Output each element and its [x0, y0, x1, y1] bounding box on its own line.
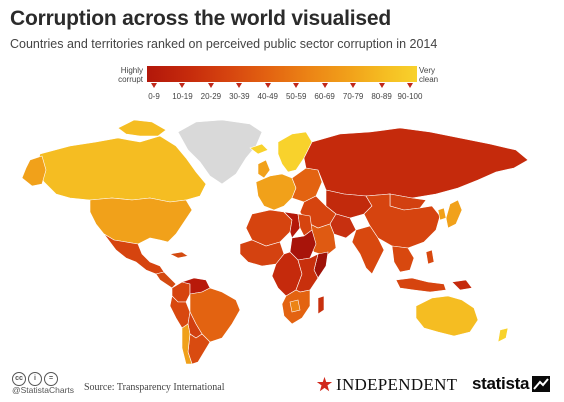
legend-tick — [293, 83, 300, 88]
footer: cc i = @StatistaCharts Source: Transparenc… — [0, 363, 564, 402]
region-russia — [303, 127, 529, 199]
legend-range-70-79: 70-79 — [342, 92, 364, 101]
legend-tick — [350, 83, 357, 88]
legend-ticks — [147, 83, 417, 89]
world-map — [21, 119, 529, 364]
region-japan — [445, 199, 463, 229]
color-legend: Highly corrupt Very clean 0-9 10-19 20-29 3… — [116, 62, 456, 106]
region-central-america — [155, 271, 177, 289]
region-canada — [35, 135, 207, 203]
region-western-europe — [255, 173, 297, 211]
legend-gradient-bar — [147, 66, 417, 82]
legend-tick — [207, 83, 214, 88]
region-korea — [437, 207, 447, 221]
legend-range-10-19: 10-19 — [172, 92, 193, 101]
region-iceland — [249, 143, 269, 155]
region-north-africa — [245, 209, 293, 247]
region-chile — [181, 323, 193, 364]
legend-tick — [179, 83, 186, 88]
no-derivatives-icon: = — [44, 372, 58, 386]
independent-eagle-icon — [316, 376, 333, 392]
chart-title: Corruption across the world visualised — [10, 7, 391, 30]
legend-high-label: Very clean — [419, 66, 439, 84]
region-canada-islands — [117, 119, 167, 137]
legend-range-20-29: 20-29 — [200, 92, 222, 101]
region-greenland — [177, 119, 263, 185]
license-icons: cc i = — [12, 367, 60, 386]
legend-range-0-9: 0-9 — [148, 92, 160, 101]
source-note: Source: Transparency International — [84, 382, 225, 393]
region-eastern-europe — [291, 167, 323, 203]
partner-logo-text: INDEPENDENT — [336, 375, 458, 394]
region-argentina — [187, 333, 211, 364]
attribution-icon: i — [28, 372, 42, 386]
legend-range-90-100: 90-100 — [397, 92, 423, 101]
legend-tick — [321, 83, 328, 88]
legend-tick — [236, 83, 243, 88]
region-united-states — [89, 197, 193, 245]
legend-range-60-69: 60-69 — [314, 92, 335, 101]
region-botswana — [289, 299, 301, 313]
region-alaska — [21, 155, 47, 187]
legend-range-80-89: 80-89 — [371, 92, 392, 101]
legend-range-30-39: 30-39 — [229, 92, 250, 101]
region-papua-new-guinea — [451, 279, 473, 291]
region-indonesia — [395, 277, 447, 293]
legend-low-label: Highly corrupt — [118, 66, 143, 84]
legend-range-50-59: 50-59 — [285, 92, 307, 101]
statista-logo-text: statista — [472, 374, 530, 393]
chart-subtitle: Countries and territories ranked on perc… — [10, 37, 438, 51]
legend-tick — [264, 83, 271, 88]
region-madagascar — [317, 295, 325, 315]
legend-tick — [151, 83, 157, 88]
region-philippines — [425, 249, 435, 265]
region-uk — [257, 159, 271, 179]
twitter-handle: @StatistaCharts — [12, 385, 75, 395]
region-east-africa — [295, 253, 319, 293]
legend-tick — [407, 83, 413, 88]
region-australia — [415, 295, 479, 337]
region-new-zealand — [497, 327, 509, 343]
cc-icon: cc — [12, 372, 26, 386]
region-southeast-asia — [391, 245, 415, 273]
legend-tick — [378, 83, 385, 88]
region-scandinavia — [277, 131, 313, 173]
statista-logo-icon — [532, 376, 550, 392]
legend-range-labels: 0-9 10-19 20-29 30-39 40-49 50-59 60-69 70-79 80… — [143, 92, 433, 104]
region-china — [363, 193, 441, 249]
region-india — [351, 225, 385, 275]
region-caribbean — [169, 251, 189, 259]
legend-range-40-49: 40-49 — [257, 92, 278, 101]
